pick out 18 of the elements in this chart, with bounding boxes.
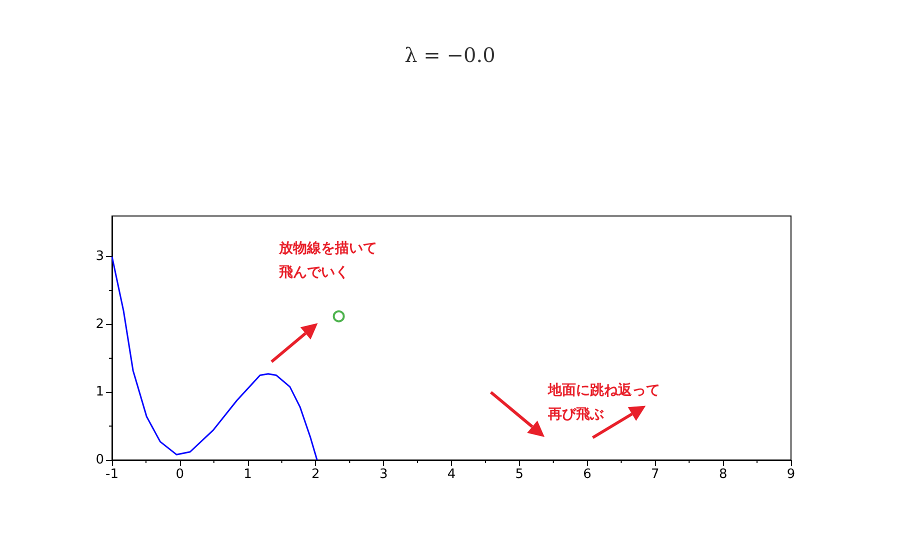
x-tick-label: 6 xyxy=(583,467,592,482)
x-tick-label: 5 xyxy=(515,467,524,482)
x-tick-label: -1 xyxy=(106,467,118,482)
x-tick-label: 8 xyxy=(718,467,728,482)
x-tick-label: 0 xyxy=(176,467,184,482)
x-tick-label: 3 xyxy=(379,467,388,482)
annotation: 放物線を描いて飛んでいく xyxy=(278,240,378,280)
x-tick-label: 7 xyxy=(651,467,660,482)
y-tick-label: 3 xyxy=(96,249,104,264)
y-tick-label: 2 xyxy=(96,316,104,332)
x-tick-label: 2 xyxy=(312,467,320,482)
x-tick-label: 9 xyxy=(786,467,796,482)
y-tick-label: 1 xyxy=(96,384,104,400)
annotation: 地面に跳ね返って再び飛ぶ xyxy=(546,382,660,423)
y-tick-label: 0 xyxy=(96,452,104,468)
x-tick-label: 1 xyxy=(244,467,252,482)
x-tick-label: 4 xyxy=(447,467,456,482)
chart-title: λ = −0.0 xyxy=(404,43,496,67)
